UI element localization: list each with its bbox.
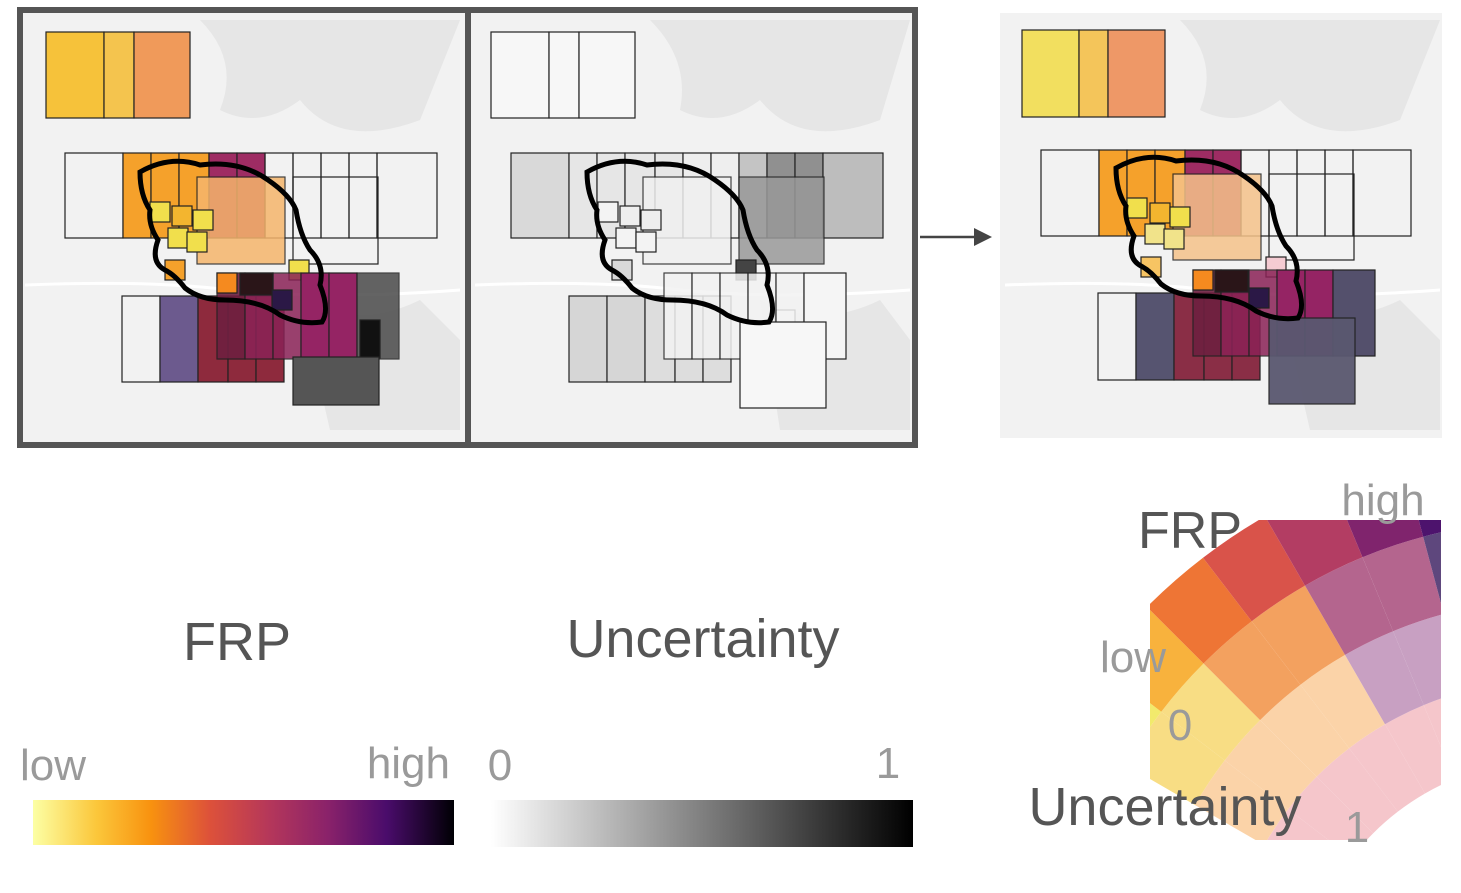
frp-legend: FRP low high <box>20 612 454 845</box>
combine-arrow <box>920 228 992 246</box>
bivariate-fan-cell <box>1288 776 1374 840</box>
bivariate-low-label: low <box>1100 633 1166 682</box>
bivariate-zero-label: 0 <box>1168 701 1192 750</box>
bivariate-fan-cell <box>1300 654 1385 749</box>
bivariate-fan-cell <box>1305 557 1394 655</box>
uncertainty-colorbar <box>491 800 913 847</box>
uncertainty-legend-max-label: 1 <box>876 739 900 788</box>
bivariate-fan-cell <box>1345 631 1424 725</box>
bivariate-fan-cell <box>1203 621 1301 721</box>
bivariate-fan <box>1150 520 1461 840</box>
bivariate-fan-cell <box>1194 760 1289 840</box>
bivariate-fan-cell <box>1260 684 1350 777</box>
terrain-texture <box>200 20 910 430</box>
bivariate-fan-cell <box>1251 585 1345 685</box>
bivariate-fan-cell <box>1347 520 1424 558</box>
bivariate-fan-cell <box>1150 609 1204 712</box>
bivariate-fan-cell <box>1267 520 1363 586</box>
bivariate-fan-cell <box>1418 520 1441 537</box>
frp-legend-low-label: low <box>20 741 86 790</box>
bivariate-fan-cell <box>1362 536 1441 632</box>
frp-colorbar <box>33 800 454 845</box>
bivariate-fan-cell <box>1150 703 1162 728</box>
bivariate-fan-cell <box>1393 614 1441 706</box>
frp-map <box>45 31 438 406</box>
uncertainty-legend: Uncertainty 0 1 <box>488 609 913 847</box>
bivariate-fan-cell <box>1267 809 1329 840</box>
bivariate-fan-cell <box>1150 557 1252 664</box>
bivariate-legend: FRP high low 0 Uncertainty 1 <box>1028 476 1461 852</box>
bivariate-fan-cell <box>1444 604 1461 692</box>
bivariate-map <box>1000 13 1442 438</box>
uncertainty-legend-min-label: 0 <box>488 741 512 790</box>
frp-legend-high-label: high <box>367 739 450 788</box>
bivariate-high-label: high <box>1341 476 1424 525</box>
bivariate-one-label: 1 <box>1345 803 1369 852</box>
input-maps-panel <box>17 7 918 448</box>
bivariate-fan-cell <box>1423 532 1441 604</box>
frp-legend-title: FRP <box>183 612 291 672</box>
bivariate-uncertainty-title: Uncertainty <box>1028 777 1301 837</box>
bivariate-fan-cell <box>1161 663 1261 761</box>
uncertainty-map <box>490 31 884 409</box>
bivariate-fan-cell <box>1385 705 1441 794</box>
bivariate-fan-cell <box>1150 711 1225 805</box>
bivariate-fan-cell <box>1203 520 1305 622</box>
bivariate-fan-cell <box>1423 698 1441 747</box>
bivariate-frp-title: FRP <box>1138 502 1242 560</box>
uncertainty-legend-title: Uncertainty <box>566 609 839 669</box>
bivariate-fan-cell <box>1316 748 1398 834</box>
bivariate-fan-cell <box>1349 724 1425 812</box>
bivariate-fan-cell <box>1224 720 1317 810</box>
